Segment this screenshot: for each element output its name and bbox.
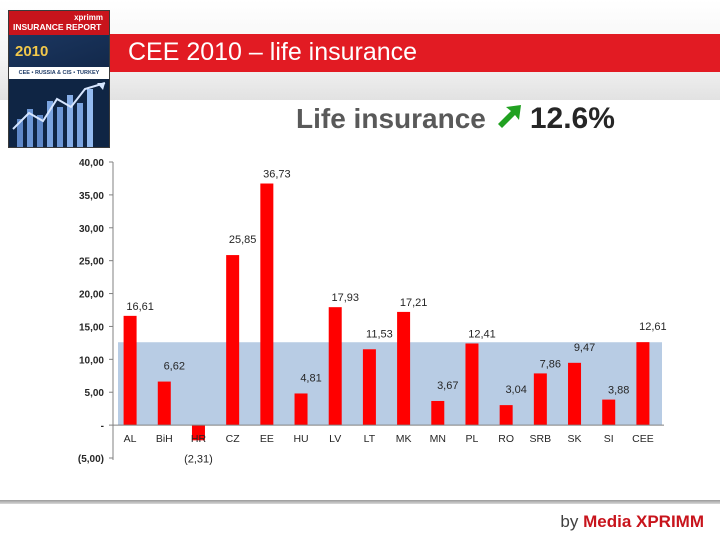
category-label: SK <box>568 433 582 445</box>
y-tick-label: 5,00 <box>85 388 105 399</box>
y-tick-label: 15,00 <box>79 322 104 333</box>
data-label: (2,31) <box>184 453 213 465</box>
bar-hr <box>191 425 205 441</box>
headline-label: Life insurance <box>296 103 486 134</box>
data-label: 17,21 <box>400 297 428 309</box>
category-label: MN <box>430 433 446 445</box>
cover-regions: CEE • RUSSIA & CIS • TURKEY <box>9 67 109 79</box>
bar-cee <box>636 342 650 426</box>
y-tick-label: 30,00 <box>79 224 104 235</box>
cover-top-band <box>9 11 109 35</box>
title-band <box>110 34 720 72</box>
bar-pl <box>465 343 479 426</box>
cover-report-title: INSURANCE REPORT <box>13 22 102 32</box>
data-label: 7,86 <box>540 358 561 370</box>
category-label: BiH <box>156 433 173 445</box>
bar-hu <box>294 393 308 426</box>
bar-mk <box>397 311 411 426</box>
category-label: RO <box>498 433 514 445</box>
y-tick-label: 35,00 <box>79 191 104 202</box>
category-label: MK <box>396 433 412 445</box>
data-label: 12,61 <box>639 321 667 333</box>
bar-cz <box>226 255 240 426</box>
footer-by-text: by <box>560 512 579 531</box>
category-label: SI <box>604 433 614 445</box>
bar-si <box>602 399 616 426</box>
category-label: HR <box>191 433 207 445</box>
up-right-arrow-icon <box>494 102 524 137</box>
y-tick-label: 10,00 <box>79 355 104 366</box>
category-label: HU <box>293 433 308 445</box>
category-label: LV <box>329 433 341 445</box>
life-insurance-growth-chart: (5,00) - 5,00 10,00 15,00 20,00 25,00 30,00 35,0… <box>78 158 667 465</box>
bar-mn <box>431 400 445 426</box>
cover-year: 2010 <box>15 43 49 60</box>
data-label: 3,04 <box>505 384 526 396</box>
bar-al <box>123 315 137 426</box>
slide-title: CEE 2010 – life insurance <box>128 38 418 66</box>
category-label: SRB <box>530 433 552 445</box>
data-label: 25,85 <box>229 234 257 246</box>
cover-brand: xprimm <box>74 13 103 22</box>
data-label: 16,61 <box>126 301 154 313</box>
data-label: 36,73 <box>263 169 291 181</box>
data-label: 9,47 <box>574 342 595 354</box>
category-label: EE <box>260 433 274 445</box>
data-label: 12,41 <box>468 328 496 340</box>
headline-value: 12.6% <box>529 102 615 135</box>
footer-brand-name: Media XPRIMM <box>583 512 704 531</box>
footer-brand: by Media XPRIMM <box>560 512 704 532</box>
y-tick-label: 20,00 <box>79 290 104 301</box>
bar-lv <box>328 307 342 426</box>
category-label: PL <box>466 433 479 445</box>
life-insurance-headline: Life insurance 12.6% <box>296 102 615 136</box>
data-label: 6,62 <box>164 361 185 373</box>
report-cover-image: xprimm INSURANCE REPORT 2010 CEE • RUSSI… <box>8 10 110 148</box>
data-label: 11,53 <box>366 328 393 340</box>
category-label: LT <box>364 433 376 445</box>
data-label: 3,88 <box>608 385 629 397</box>
category-label: CEE <box>632 433 654 445</box>
data-label: 3,67 <box>437 380 458 392</box>
data-label: 4,81 <box>300 372 321 384</box>
footer-rule <box>0 500 720 504</box>
y-tick-label: - <box>101 421 104 432</box>
data-label: 17,93 <box>331 292 359 304</box>
y-tick-label: 25,00 <box>79 257 104 268</box>
bar-lt <box>362 349 376 426</box>
category-label: AL <box>124 433 137 445</box>
bar-sk <box>568 362 582 426</box>
bar-bih <box>157 381 171 426</box>
cover-chart-art <box>9 79 109 147</box>
bar-ro <box>499 405 513 426</box>
y-tick-label: 40,00 <box>79 158 104 169</box>
y-tick-label: (5,00) <box>78 454 104 465</box>
bar-srb <box>533 373 547 426</box>
bar-ee <box>260 183 274 426</box>
category-label: CZ <box>226 433 241 445</box>
